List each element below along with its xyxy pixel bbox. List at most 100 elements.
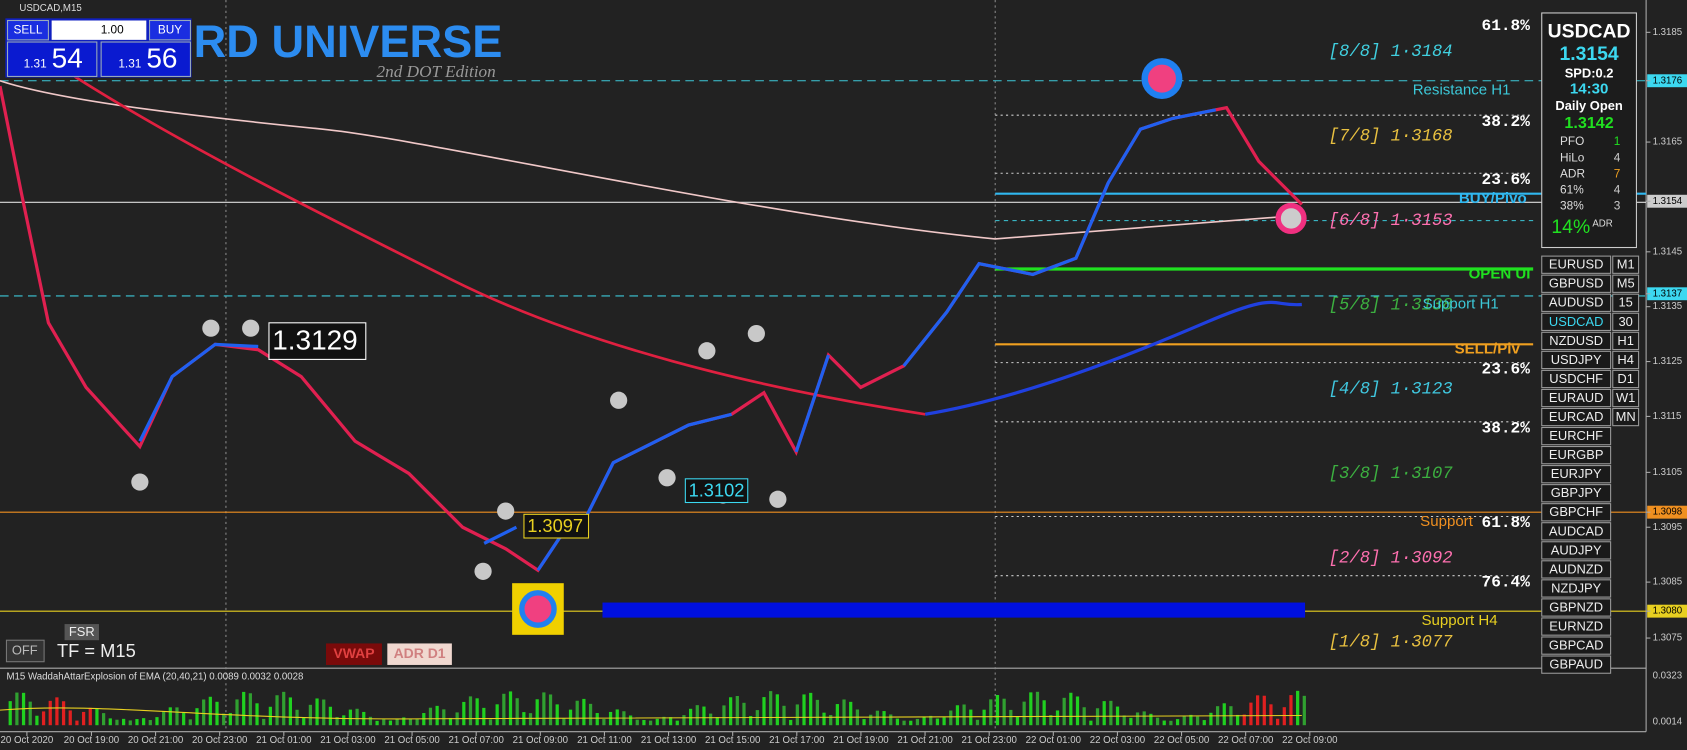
- histogram-bar: [635, 719, 639, 726]
- sell-button[interactable]: [6, 19, 49, 41]
- timeframe-button[interactable]: [1612, 388, 1640, 408]
- histogram-bar: [1049, 715, 1053, 726]
- histogram-bar: [482, 707, 486, 726]
- symbol-label: GBPAUD: [1549, 657, 1603, 672]
- symbol-label: EURNZD: [1549, 618, 1603, 633]
- symbol-button[interactable]: [1541, 331, 1612, 351]
- timeframe-button[interactable]: [1612, 274, 1640, 293]
- symbol-button[interactable]: [1541, 617, 1612, 636]
- histogram-bar: [909, 720, 913, 726]
- murrey-label: [7/8] 1·3168: [1329, 128, 1453, 147]
- histogram-bar: [829, 714, 833, 726]
- fib-label: 38.2%: [1482, 420, 1531, 438]
- timeframe-button[interactable]: [1612, 293, 1640, 312]
- histogram-bar: [1009, 709, 1013, 726]
- histogram-bar: [81, 711, 86, 726]
- histogram-bar: [1289, 695, 1293, 726]
- symbol-button[interactable]: [1541, 255, 1612, 274]
- histogram-bar: [782, 705, 786, 726]
- histogram-bar: [475, 698, 479, 726]
- histogram-bar: [695, 705, 699, 726]
- symbol-label: AUDNZD: [1549, 561, 1603, 576]
- symbol-button[interactable]: [1541, 598, 1612, 617]
- timeframe-button[interactable]: [1612, 255, 1640, 274]
- histogram-bar: [342, 715, 346, 726]
- timeframe-button[interactable]: [1612, 350, 1640, 370]
- price-tick-label: 1.3176: [1653, 75, 1683, 86]
- symbol-button[interactable]: [1541, 274, 1612, 293]
- histogram-bar: [949, 710, 953, 726]
- price-tick-label: 1.3105: [1653, 467, 1683, 478]
- histogram-bar: [842, 699, 846, 726]
- histogram-bar: [468, 696, 473, 726]
- symbol-button[interactable]: [1541, 655, 1612, 674]
- symbol-button[interactable]: [1541, 350, 1612, 370]
- symbol-label: GBPNZD: [1549, 599, 1603, 614]
- symbol-button[interactable]: [1541, 446, 1612, 465]
- histogram-bar: [1282, 707, 1286, 726]
- bid-box[interactable]: [6, 41, 98, 77]
- symbol-button[interactable]: [1541, 579, 1612, 598]
- histogram-bar: [935, 718, 940, 726]
- lot-input[interactable]: [51, 20, 147, 40]
- fractals: [131, 319, 787, 580]
- symbol-button[interactable]: [1541, 503, 1612, 522]
- bid-prefix: 1.31: [24, 57, 47, 71]
- info-row-value: 7: [1614, 166, 1621, 180]
- histogram-bar: [1122, 715, 1126, 726]
- histogram-bar: [242, 691, 246, 726]
- price-tag: [1647, 505, 1687, 519]
- adr-label: ADR D1: [394, 645, 446, 661]
- histogram-bar: [1149, 713, 1153, 726]
- fib-label: 76.4%: [1482, 573, 1531, 591]
- histogram-bar: [628, 715, 633, 726]
- bid-price: 54: [52, 43, 83, 74]
- histogram-bar: [1069, 692, 1073, 726]
- symbol-button[interactable]: [1541, 484, 1612, 503]
- symbol-label: USDCAD: [1549, 314, 1604, 329]
- adr-button[interactable]: [387, 643, 452, 665]
- symbol-button[interactable]: [1541, 407, 1612, 427]
- symbol-button[interactable]: [1541, 636, 1612, 655]
- symbol-button[interactable]: [1541, 388, 1612, 408]
- histogram-bar: [162, 711, 166, 726]
- symbol-button[interactable]: [1541, 426, 1612, 446]
- vwap-button[interactable]: [325, 643, 382, 665]
- timeframe-button[interactable]: [1612, 369, 1640, 389]
- symbol-button[interactable]: [1541, 293, 1612, 312]
- info-row-label: 38%: [1560, 199, 1584, 213]
- histogram-bar: [575, 700, 579, 726]
- histogram-bar: [1255, 695, 1260, 726]
- histogram-bar: [1182, 716, 1186, 726]
- histogram-bar: [789, 719, 793, 726]
- symbol-button[interactable]: [1541, 560, 1612, 579]
- price-tick-label: 1.3185: [1653, 27, 1683, 38]
- off-button[interactable]: [5, 639, 45, 663]
- timeframe-button[interactable]: [1612, 407, 1640, 427]
- timeframe-button[interactable]: [1612, 331, 1640, 351]
- ask-box[interactable]: [100, 41, 191, 77]
- histogram-bar: [61, 701, 66, 726]
- histogram-bar: [288, 697, 292, 726]
- histogram-bar: [1249, 702, 1253, 726]
- histogram-bar: [108, 718, 112, 726]
- histogram-bar: [255, 703, 259, 726]
- fib-label: 23.6%: [1482, 171, 1531, 189]
- symbol-button[interactable]: [1541, 522, 1612, 541]
- time-tick-label: 22 Oct 09:00: [1282, 735, 1337, 746]
- histogram-bar: [795, 704, 799, 726]
- symbol-button[interactable]: [1541, 369, 1612, 389]
- symbol-button[interactable]: [1541, 465, 1612, 484]
- logo-title: RD UNIVERSE: [194, 16, 503, 67]
- fsr-button[interactable]: [64, 624, 99, 641]
- histogram-bar: [662, 716, 666, 726]
- timeframe-button[interactable]: [1612, 312, 1640, 331]
- histogram-bar: [428, 707, 433, 726]
- buy-button[interactable]: [149, 19, 191, 41]
- symbol-button[interactable]: [1541, 541, 1612, 560]
- symbol-button[interactable]: [1541, 312, 1612, 331]
- time-tick-label: 22 Oct 03:00: [1090, 735, 1145, 746]
- histogram-bar: [869, 714, 873, 726]
